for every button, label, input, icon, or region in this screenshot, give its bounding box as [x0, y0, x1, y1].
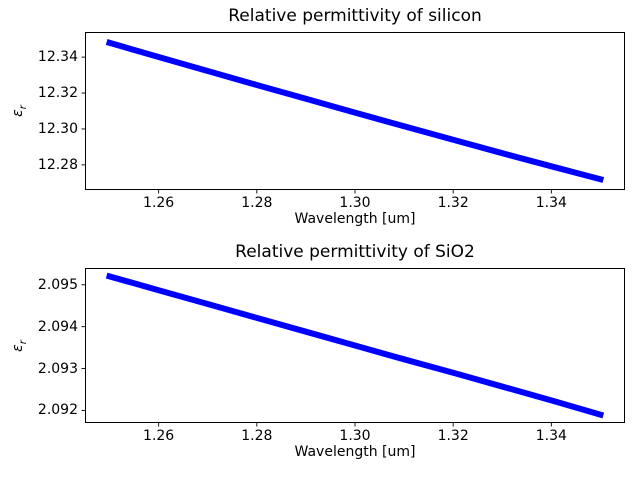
- epsilon-subscript: r: [17, 339, 29, 344]
- line-plot: [81, 39, 605, 194]
- y-tick-label: 2.094: [37, 318, 78, 335]
- plot-title: Relative permittivity of silicon: [228, 6, 482, 26]
- axes-box: [81, 32, 625, 194]
- epsilon-subscript: r: [17, 105, 29, 110]
- plot-title: Relative permittivity of SiO2: [235, 242, 475, 262]
- y-tick-label: 2.092: [37, 402, 78, 419]
- x-tick-label: 1.26: [143, 428, 175, 444]
- y-axis-label: εr: [10, 105, 32, 117]
- x-tick-label: 1.28: [241, 195, 273, 211]
- x-axis-label: Wavelength [um]: [294, 211, 416, 227]
- y-tick-label: 12.32: [37, 85, 78, 102]
- epsilon-symbol: ε: [10, 109, 27, 117]
- y-tick-label: 2.093: [37, 360, 78, 377]
- permittivity-line: [105, 39, 605, 183]
- axes-box: [81, 268, 625, 427]
- epsilon-symbol: ε: [10, 343, 27, 352]
- line-plot: [81, 272, 605, 427]
- y-tick-label: 12.28: [37, 156, 78, 173]
- y-axis-label: εr: [10, 340, 32, 352]
- x-axis-label: Wavelength [um]: [294, 444, 416, 460]
- x-tick-label: 1.34: [535, 428, 567, 444]
- y-tick-label: 12.30: [37, 120, 78, 137]
- x-tick-label: 1.28: [241, 428, 273, 444]
- subplot-sio2: Relative permittivity of SiO2 εr 1.26 1.2…: [10, 242, 625, 460]
- x-tick-label: 1.32: [437, 428, 469, 444]
- subplot-silicon: Relative permittivity of silicon εr 1.26…: [10, 6, 625, 227]
- x-tick-label: 1.30: [339, 428, 371, 444]
- x-tick-label: 1.34: [535, 195, 567, 211]
- y-tick-label: 12.34: [37, 49, 78, 66]
- x-tick-label: 1.26: [143, 195, 175, 211]
- y-tick-label: 2.095: [37, 276, 78, 293]
- x-tick-label: 1.30: [339, 195, 371, 211]
- permittivity-line: [105, 272, 605, 419]
- x-tick-label: 1.32: [437, 195, 469, 211]
